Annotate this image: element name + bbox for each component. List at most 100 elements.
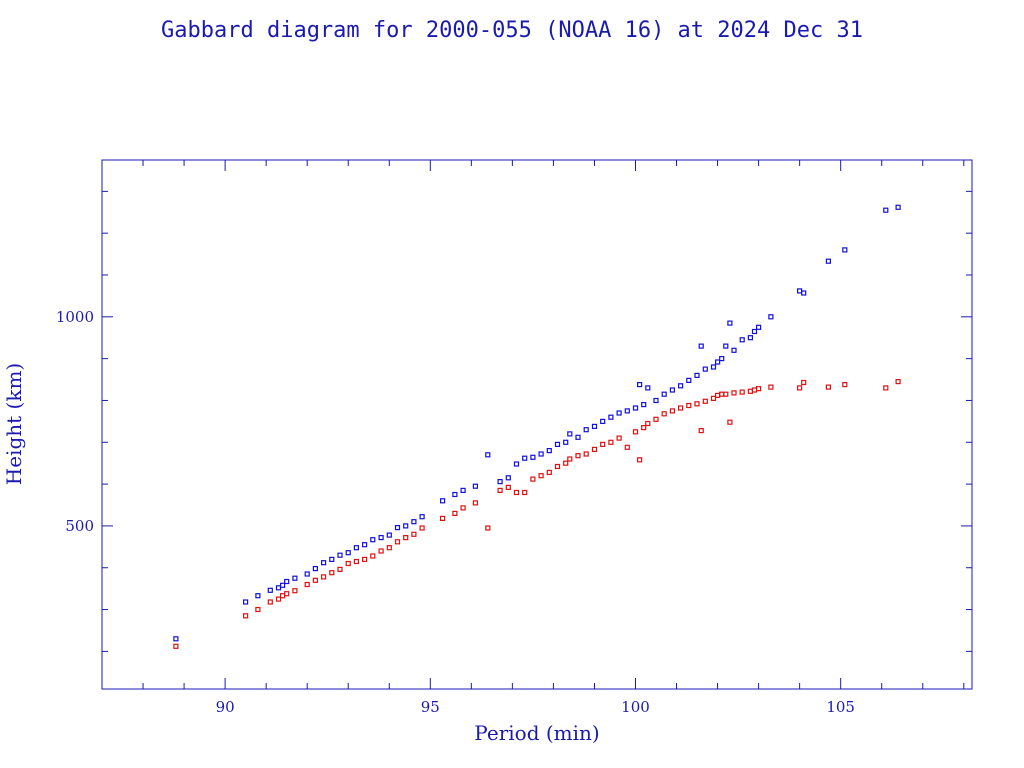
perigee-point <box>600 441 606 447</box>
apogee-point <box>739 337 745 343</box>
apogee-point <box>714 359 721 365</box>
apogee-point <box>645 385 651 391</box>
apogee-point <box>727 320 733 326</box>
apogee-point <box>485 452 491 458</box>
apogee-point <box>386 532 392 538</box>
apogee-point <box>530 454 536 460</box>
perigee-point <box>554 463 561 470</box>
perigee-point <box>801 379 807 386</box>
apogee-point <box>616 410 622 416</box>
apogee-point <box>337 552 343 558</box>
perigee-point <box>624 444 630 450</box>
perigee-point <box>255 606 261 613</box>
perigee-point <box>710 395 717 401</box>
perigee-point <box>472 500 478 506</box>
perigee-point <box>616 435 622 441</box>
perigee-point <box>641 425 647 431</box>
apogee-point <box>255 593 261 599</box>
perigee-point <box>485 525 491 531</box>
apogee-point <box>796 288 803 294</box>
perigee-point <box>755 386 762 392</box>
perigee-point <box>677 405 684 411</box>
x-tick-label: 90 <box>216 698 235 716</box>
apogee-point <box>329 556 335 563</box>
perigee-point <box>608 439 614 445</box>
perigee-point <box>386 545 392 551</box>
apogee-point <box>472 483 478 489</box>
apogee-point <box>719 356 725 362</box>
perigee-point <box>304 581 310 588</box>
apogee-point <box>419 514 425 520</box>
plot-frame <box>101 159 973 690</box>
perigee-point <box>563 460 569 466</box>
perigee-point <box>440 515 446 522</box>
apogee-point <box>284 578 290 585</box>
perigee-point <box>394 539 401 545</box>
apogee-point <box>497 479 503 485</box>
apogee-point <box>591 423 598 429</box>
perigee-point <box>591 446 598 452</box>
tick-labels: 90 95 100 105 500 1000 <box>56 308 855 716</box>
perigee-point <box>411 531 417 537</box>
perigee-point <box>645 420 651 427</box>
perigee-point <box>575 453 581 459</box>
apogee-point <box>842 247 848 253</box>
perigee-point <box>312 577 318 583</box>
perigee-point <box>825 384 832 390</box>
x-axis-label: Period (min) <box>474 721 599 745</box>
apogee-point <box>883 207 889 213</box>
perigee-point <box>497 487 503 493</box>
perigee-point <box>345 560 351 567</box>
apogee-point <box>768 314 774 320</box>
y-tick-label: 1000 <box>56 308 94 326</box>
apogee-point <box>895 204 901 210</box>
apogee-point <box>653 397 659 404</box>
perigee-point <box>719 391 725 397</box>
x-tick-label: 105 <box>826 698 855 716</box>
perigee-point <box>883 385 889 391</box>
perigee-point <box>505 484 511 490</box>
y-tick-label: 500 <box>65 517 94 535</box>
apogee-point <box>267 587 273 593</box>
apogee-point <box>513 461 520 467</box>
apogee-point <box>677 383 684 389</box>
apogee-point <box>554 441 561 447</box>
apogee-point <box>632 405 639 411</box>
apogee-point <box>522 455 528 461</box>
apogee-point <box>636 382 643 388</box>
perigee-point <box>747 388 754 394</box>
apogee-point <box>321 560 327 566</box>
apogee-point <box>275 585 282 591</box>
axis-ticks <box>102 160 972 689</box>
perigee-point <box>329 570 335 576</box>
apogee-point <box>641 402 647 408</box>
perigee-point <box>460 505 466 511</box>
apogee-point <box>755 324 762 330</box>
perigee-point <box>895 379 901 385</box>
perigee-point <box>370 553 376 559</box>
apogee-point <box>624 408 630 414</box>
perigee-point <box>321 574 327 580</box>
y-axis-label: Height (km) <box>2 363 26 485</box>
apogee-point <box>583 427 589 433</box>
apogee-point <box>747 335 754 341</box>
perigee-point <box>669 408 676 414</box>
apogee-point <box>575 434 581 440</box>
apogee-point <box>563 439 569 445</box>
perigee-point <box>513 489 520 496</box>
perigee-point <box>378 548 384 554</box>
apogee-point <box>312 565 318 572</box>
perigee-point <box>686 402 692 409</box>
apogee-point <box>608 414 614 420</box>
perigee-point <box>538 473 544 479</box>
perigee-point <box>661 411 667 417</box>
perigee-point <box>714 392 721 398</box>
perigee-point <box>353 558 359 565</box>
perigee-point <box>731 390 737 396</box>
data-points <box>173 204 901 649</box>
apogee-point <box>731 347 737 353</box>
apogee-point <box>825 258 832 264</box>
x-tick-label: 95 <box>421 698 440 716</box>
apogee-point <box>669 387 676 393</box>
chart-title: Gabbard diagram for 2000-055 (NOAA 16) a… <box>161 18 863 43</box>
